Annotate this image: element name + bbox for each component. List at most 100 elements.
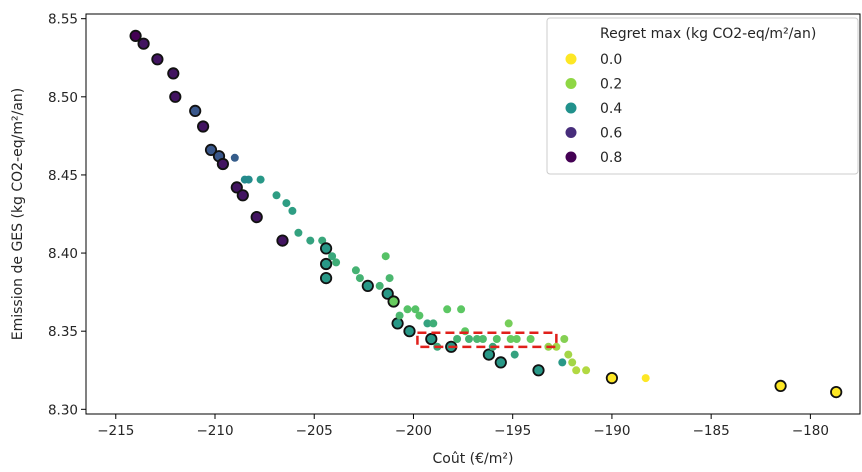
pareto-point [216, 157, 229, 171]
data-point [453, 335, 462, 343]
data-point [230, 153, 239, 162]
pareto-point [361, 279, 374, 292]
pareto-point [167, 67, 180, 80]
pareto-point [830, 385, 843, 399]
pareto-point [230, 181, 243, 194]
y-tick-label: 8.35 [48, 324, 78, 340]
data-point [552, 342, 561, 351]
pareto-point [129, 29, 142, 43]
data-point [504, 319, 513, 328]
pareto-point [403, 325, 416, 338]
legend-marker [565, 53, 577, 65]
pareto-point [774, 379, 787, 392]
y-tick-label: 8.40 [48, 246, 78, 262]
pareto-point [387, 295, 400, 308]
data-point [478, 335, 487, 343]
data-point [560, 335, 569, 343]
data-point [582, 366, 591, 375]
legend-marker [565, 127, 577, 138]
data-point [512, 335, 521, 343]
pareto-point [319, 242, 333, 255]
x-tick-label: −180 [792, 423, 829, 439]
data-point [572, 366, 581, 375]
legend-marker [565, 102, 577, 114]
data-point [256, 175, 265, 184]
pareto-point [319, 257, 333, 271]
data-point [306, 236, 315, 245]
pareto-point [197, 120, 210, 133]
data-point [506, 335, 515, 343]
pareto-point [494, 356, 507, 369]
pareto-point [532, 364, 545, 377]
data-point [272, 191, 281, 200]
data-point [473, 335, 481, 343]
pareto-point [250, 211, 263, 224]
data-point [568, 358, 577, 367]
pareto-point [319, 271, 333, 285]
legend-label: 0.6 [600, 126, 622, 142]
pareto-point [425, 332, 438, 346]
legend-label: 0.8 [600, 150, 622, 166]
data-point [288, 206, 297, 215]
data-point [385, 274, 394, 283]
x-tick-label: −210 [196, 423, 233, 439]
data-point [244, 175, 253, 184]
pareto-point [276, 234, 289, 247]
data-point [641, 374, 650, 383]
legend-label: 0.2 [600, 77, 622, 93]
data-point [558, 358, 567, 367]
pareto-point [391, 317, 404, 330]
pareto-point [236, 189, 249, 202]
y-tick-label: 8.45 [48, 168, 78, 184]
legend-label: 0.4 [600, 101, 622, 117]
legend-frame [546, 17, 859, 175]
plot-frame [85, 13, 861, 415]
data-point [429, 319, 438, 328]
pareto-point [605, 371, 619, 385]
data-point [318, 236, 327, 245]
x-axis-title: Coût (€/m²) [433, 451, 514, 467]
legend-marker [565, 78, 577, 89]
data-point [328, 252, 337, 261]
pareto-point [151, 53, 164, 66]
highlight-box [416, 331, 558, 349]
pareto-point [137, 37, 150, 50]
pareto-point [204, 143, 218, 156]
data-point [526, 335, 535, 343]
x-tick-label: −190 [593, 423, 630, 439]
data-point [395, 311, 404, 320]
legend-title: Regret max (kg CO2-eq/m²/an) [600, 26, 816, 42]
data-point [423, 319, 432, 328]
data-point [415, 311, 424, 320]
x-tick-label: −200 [395, 423, 432, 439]
data-point [282, 199, 291, 208]
y-tick-label: 8.50 [48, 90, 78, 106]
data-point [510, 350, 519, 359]
data-point [403, 305, 412, 314]
data-point [351, 266, 360, 275]
data-point [294, 228, 303, 237]
x-tick-label: −195 [494, 423, 531, 439]
legend: Regret max (kg CO2-eq/m²/an) 0.00.20.40.… [546, 17, 859, 175]
y-tick-label: 8.55 [48, 12, 78, 28]
y-axis: 8.30 8.35 8.40 8.45 8.50 8.55 [48, 12, 86, 418]
legend-entries: 0.0 0.2 0.4 0.6 0.8 [565, 52, 622, 166]
legend-marker [565, 151, 577, 163]
data-point [465, 335, 473, 343]
x-axis: −215 −210 −205 −200 −195 −190 −185 −180 [97, 414, 829, 439]
data-point [564, 350, 573, 359]
data-point [332, 258, 341, 267]
pareto-point [169, 90, 182, 103]
pareto-point [189, 104, 202, 118]
data-point [375, 281, 384, 290]
y-axis-title: Emission de GES (kg CO2-eq/m²/an) [10, 88, 26, 340]
pareto-point [381, 287, 394, 300]
x-tick-label: −185 [693, 423, 730, 439]
data-point [381, 252, 390, 261]
data-point [443, 305, 452, 314]
data-point [457, 305, 466, 314]
x-tick-label: −205 [296, 423, 333, 439]
data-point [355, 274, 364, 283]
data-point [411, 305, 420, 314]
